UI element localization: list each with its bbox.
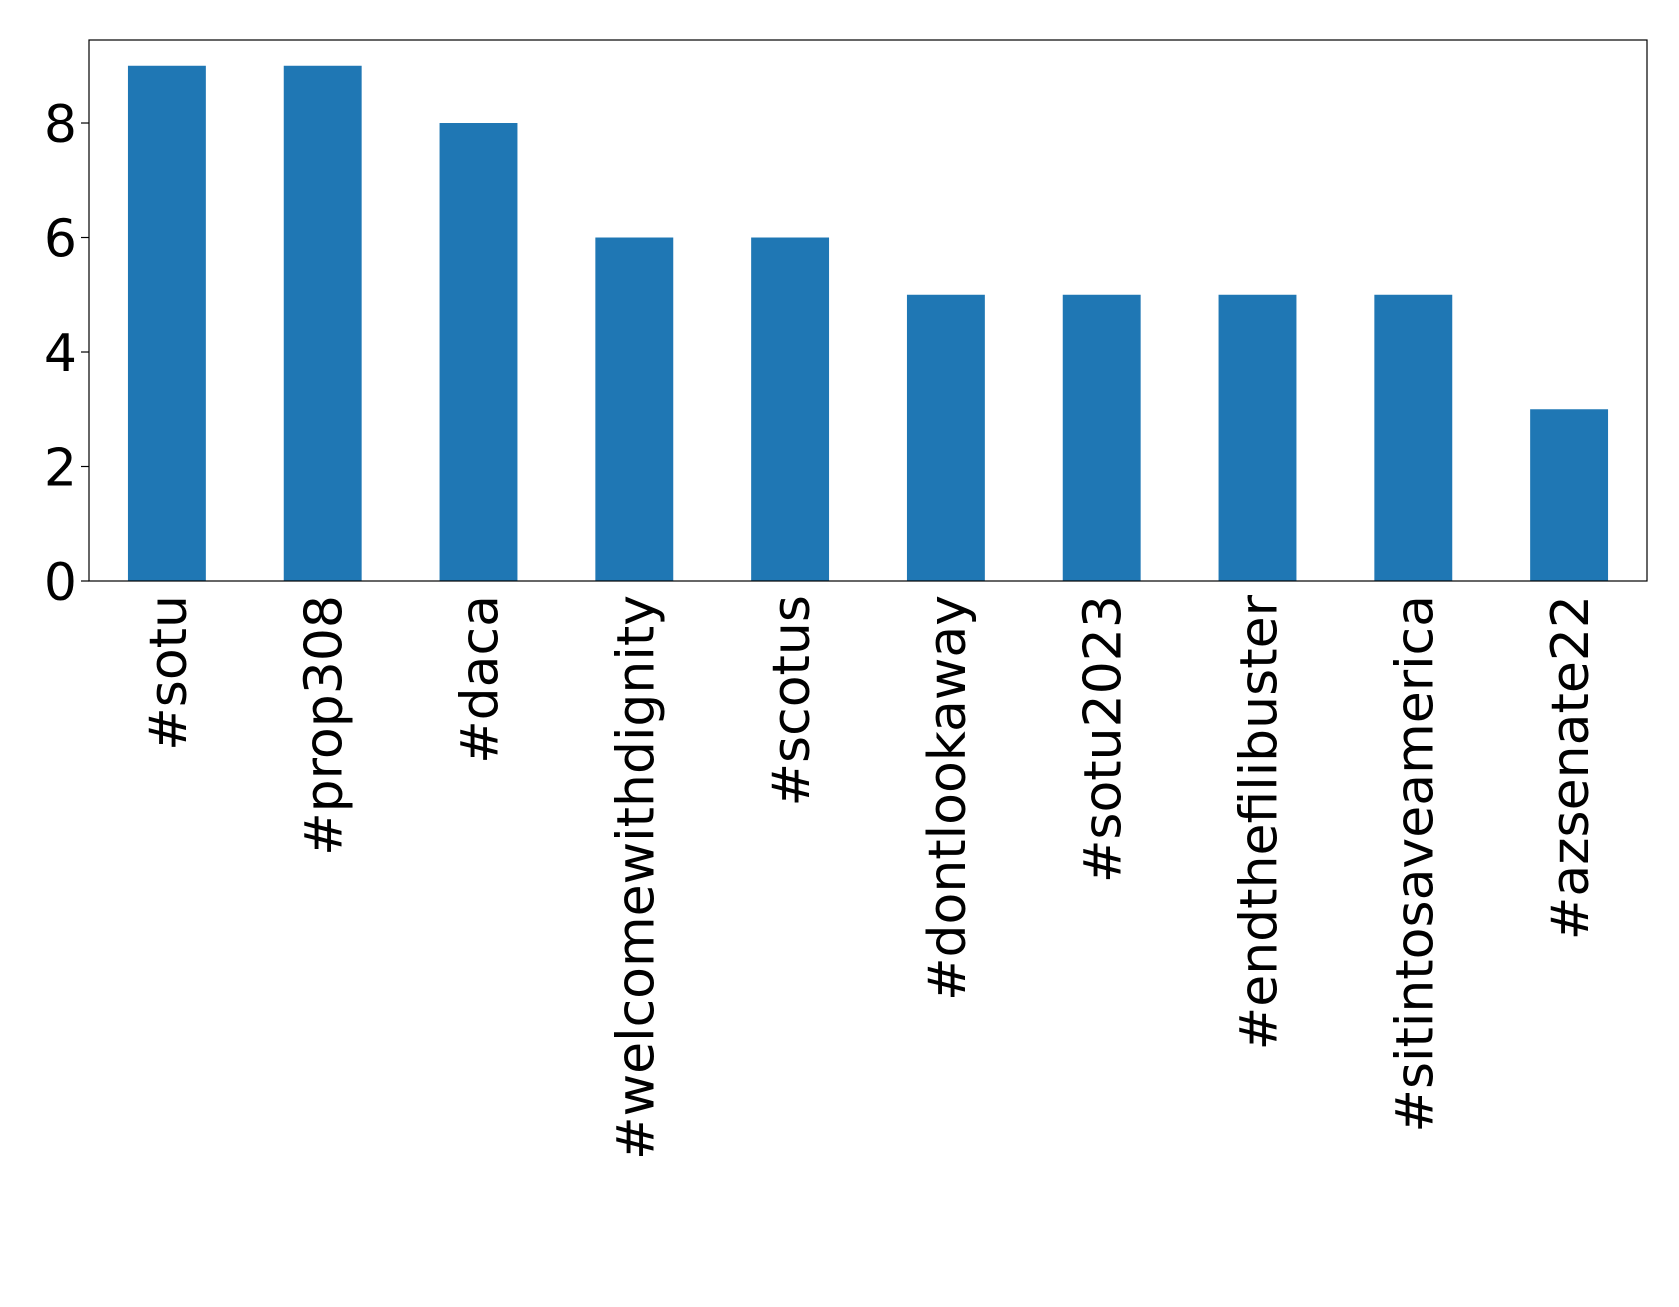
y-tick-label: 0 bbox=[44, 553, 77, 613]
y-tick-label: 2 bbox=[44, 439, 77, 499]
bar bbox=[751, 237, 830, 581]
x-tick-label: #daca bbox=[451, 595, 511, 764]
y-tick-label: 6 bbox=[44, 210, 77, 270]
y-tick-label: 8 bbox=[44, 95, 77, 155]
x-tick-label: #welcomewithdignity bbox=[606, 595, 666, 1160]
bar bbox=[1374, 294, 1453, 581]
bar bbox=[439, 123, 518, 581]
x-tick-label: #sotu2023 bbox=[1074, 595, 1134, 883]
x-tick-label: #endthefilibuster bbox=[1230, 594, 1290, 1050]
x-tick-label: #sitintosaveamerica bbox=[1385, 595, 1445, 1133]
y-tick-label: 4 bbox=[44, 324, 77, 384]
x-tick-label: #dontlookaway bbox=[918, 595, 978, 1001]
plot-frame bbox=[88, 39, 1648, 582]
bar bbox=[1218, 294, 1297, 581]
bar bbox=[595, 237, 674, 581]
bar bbox=[127, 65, 206, 581]
bar bbox=[1530, 409, 1609, 581]
x-tick-label: #scotus bbox=[762, 595, 822, 807]
x-tick-label: #sotu bbox=[139, 595, 199, 751]
bar bbox=[283, 65, 362, 581]
x-tick-label: #prop308 bbox=[295, 595, 355, 856]
bar bbox=[1062, 294, 1141, 581]
x-tick-label: #azsenate22 bbox=[1541, 595, 1601, 940]
bar bbox=[906, 294, 985, 581]
